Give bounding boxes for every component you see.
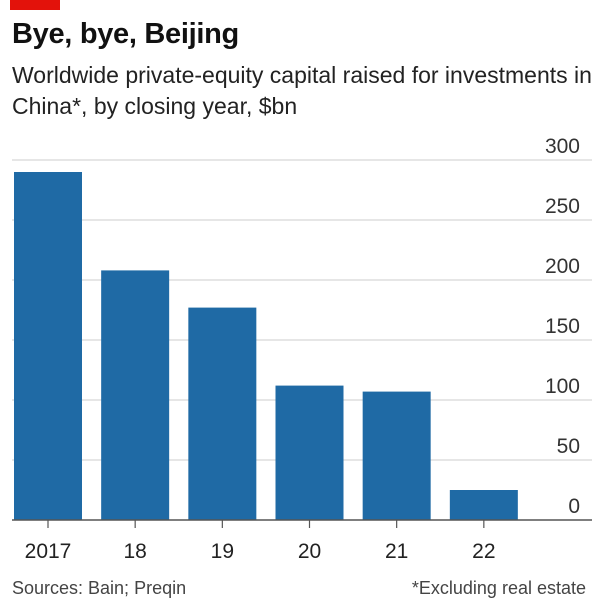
x-tick-label: 21 [385, 540, 408, 563]
bar [101, 270, 170, 520]
footnote: *Excluding real estate [411, 578, 586, 598]
chart-subtitle: Worldwide private-equity capital raised … [12, 62, 592, 119]
brand-tag [10, 0, 60, 10]
y-tick-label: 300 [545, 135, 580, 158]
bar [275, 385, 344, 520]
x-tick-label: 20 [298, 540, 321, 563]
source-note: Sources: Bain; Preqin [12, 578, 187, 598]
x-tick-label: 18 [123, 540, 146, 563]
y-tick-label: 200 [545, 255, 580, 278]
chart-title: Bye, bye, Beijing [12, 18, 239, 50]
y-tick-label: 0 [568, 495, 580, 518]
bar [14, 172, 82, 520]
bar [188, 307, 257, 520]
x-tick-label: 2017 [25, 540, 72, 563]
bar [449, 490, 518, 520]
x-tick-label: 22 [472, 540, 495, 563]
y-tick-label: 50 [557, 435, 580, 458]
bar [362, 391, 431, 520]
y-tick-label: 150 [545, 315, 580, 338]
y-tick-label: 100 [545, 375, 580, 398]
y-tick-label: 250 [545, 195, 580, 218]
x-tick-label: 19 [211, 540, 234, 563]
